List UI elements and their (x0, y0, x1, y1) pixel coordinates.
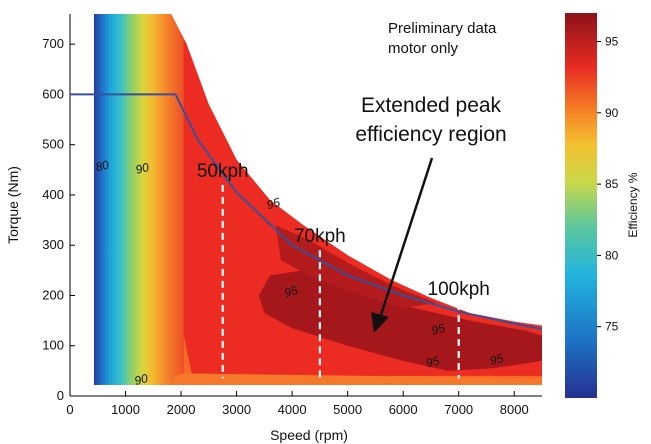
x-tick-label: 7000 (444, 402, 473, 417)
x-tick-label: 3000 (222, 402, 251, 417)
y-tick-label: 500 (42, 137, 64, 152)
x-tick-label: 0 (66, 402, 73, 417)
x-tick-label: 1000 (111, 402, 140, 417)
x-axis-title: Speed (rpm) (270, 427, 348, 443)
colorbar-ticks: 75 80 85 90 95 (597, 35, 619, 334)
y-tick-label: 100 (42, 338, 64, 353)
note-line-2: motor only (388, 40, 459, 57)
colorbar-tick-label: 90 (605, 106, 619, 120)
region-label-line-2: efficiency region (355, 123, 506, 146)
x-tick-label: 5000 (333, 402, 362, 417)
speed-marker-label: 70kph (294, 226, 346, 247)
x-tick-label: 4000 (278, 402, 307, 417)
colorbar-tick-label: 80 (605, 248, 619, 262)
speed-marker-label: 50kph (197, 161, 249, 182)
efficiency-fill-low-speed (94, 14, 184, 385)
y-tick-label: 0 (57, 388, 64, 403)
colorbar-gradient (565, 13, 597, 398)
colorbar-tick-label: 75 (605, 320, 619, 334)
colorbar-title: Efficiency % (626, 172, 640, 237)
colorbar: 75 80 85 90 95 Efficiency % (565, 13, 640, 398)
x-tick-label: 8000 (500, 402, 529, 417)
x-tick-label: 2000 (167, 402, 196, 417)
efficiency-contour-fills (94, 14, 542, 385)
note-line-1: Preliminary data (388, 20, 497, 37)
y-tick-label: 300 (42, 237, 64, 252)
colorbar-tick-label: 85 (605, 177, 619, 191)
region-label-line-1: Extended peak (361, 94, 502, 117)
colorbar-tick-label: 95 (605, 35, 619, 49)
y-axis-title: Torque (Nm) (5, 166, 21, 244)
speed-marker-label: 100kph (428, 279, 490, 300)
y-tick-label: 600 (42, 86, 64, 101)
x-tick-label: 6000 (389, 402, 418, 417)
y-tick-label: 700 (42, 36, 64, 51)
y-tick-label: 400 (42, 187, 64, 202)
y-tick-label: 200 (42, 287, 64, 302)
x-axis-ticks: 0 1000 2000 3000 4000 5000 6000 7000 8000 (66, 391, 528, 417)
